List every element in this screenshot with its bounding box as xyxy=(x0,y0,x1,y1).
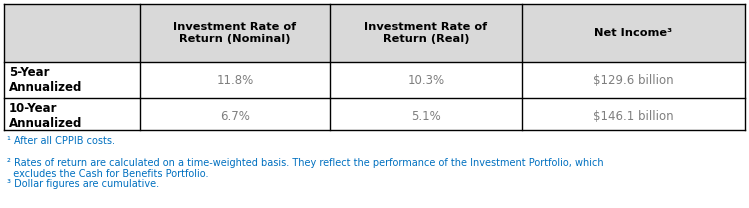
Text: 10-Year
Annualized: 10-Year Annualized xyxy=(9,102,82,130)
Text: 10.3%: 10.3% xyxy=(407,73,445,87)
Text: ³ Dollar figures are cumulative.: ³ Dollar figures are cumulative. xyxy=(7,179,159,189)
Text: ² Rates of return are calculated on a time-weighted basis. They reflect the perf: ² Rates of return are calculated on a ti… xyxy=(7,158,604,179)
Text: Net Income³: Net Income³ xyxy=(595,28,673,38)
Bar xyxy=(4,98,745,134)
Text: $146.1 billion: $146.1 billion xyxy=(593,109,674,123)
Text: 5-Year
Annualized: 5-Year Annualized xyxy=(9,66,82,94)
Bar xyxy=(4,62,745,98)
Text: $129.6 billion: $129.6 billion xyxy=(593,73,674,87)
Text: 5.1%: 5.1% xyxy=(411,109,441,123)
Text: 6.7%: 6.7% xyxy=(220,109,250,123)
Text: 11.8%: 11.8% xyxy=(216,73,254,87)
Text: ¹ After all CPPIB costs.: ¹ After all CPPIB costs. xyxy=(7,136,115,146)
Text: Investment Rate of
Return (Nominal): Investment Rate of Return (Nominal) xyxy=(174,22,297,44)
Bar xyxy=(4,4,745,62)
Text: Investment Rate of
Return (Real): Investment Rate of Return (Real) xyxy=(365,22,488,44)
